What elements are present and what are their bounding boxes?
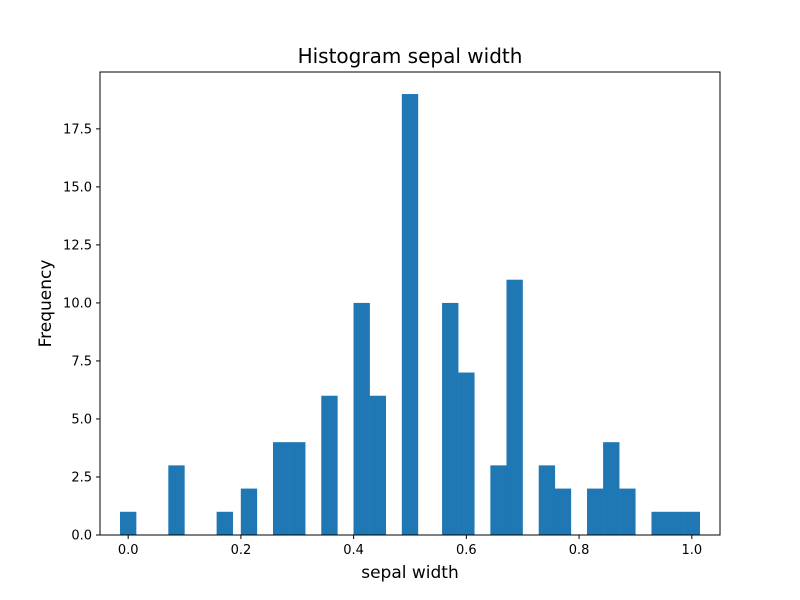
histogram-bar [554,488,572,535]
y-axis: 0.0 2.5 5.0 7.5 10.0 12.5 15.0 17.5 [63,122,100,544]
chart-title: Histogram sepal width [298,44,523,68]
histogram-bar [587,488,604,535]
histogram-bar [120,511,137,535]
histogram-bar [490,465,507,535]
x-tick-label: 0.4 [343,543,364,558]
y-tick-label: 7.5 [71,354,92,369]
histogram-bar [458,372,475,535]
histogram-bar [289,442,306,535]
x-tick-label: 0.6 [456,543,477,558]
x-axis: 0.0 0.2 0.4 0.6 0.8 1.0 [118,535,702,558]
y-tick-label: 12.5 [63,238,92,253]
y-tick-label: 5.0 [71,412,92,427]
histogram-bar [603,442,620,535]
histogram-bar [240,488,258,535]
plot-frame [99,71,721,536]
histogram-bar [369,395,386,535]
y-tick-label: 17.5 [63,122,92,137]
histogram-bar [651,511,668,535]
histogram-bar [667,511,684,535]
histogram-bar [321,395,338,535]
histogram-bar [168,465,185,535]
x-tick-label: 0.2 [231,543,252,558]
x-tick-label: 0.0 [118,543,139,558]
y-tick-label: 15.0 [63,180,92,195]
histogram-bar [506,279,523,535]
histogram-bar [272,442,290,535]
y-axis-label: Frequency [36,260,56,348]
x-tick-label: 0.8 [569,543,590,558]
histogram-bar [442,302,459,535]
y-tick-label: 10.0 [63,296,92,311]
x-axis-label: sepal width [361,563,459,583]
x-tick-label: 1.0 [681,543,702,558]
histogram-bar [401,94,419,536]
histogram-bar [619,488,636,535]
histogram-bar [353,302,370,535]
bars-group [120,94,700,536]
y-tick-label: 0.0 [71,529,92,544]
histogram-bar [216,511,233,535]
histogram-bar [538,465,556,535]
y-tick-label: 2.5 [71,470,92,485]
histogram-bar [683,511,700,535]
